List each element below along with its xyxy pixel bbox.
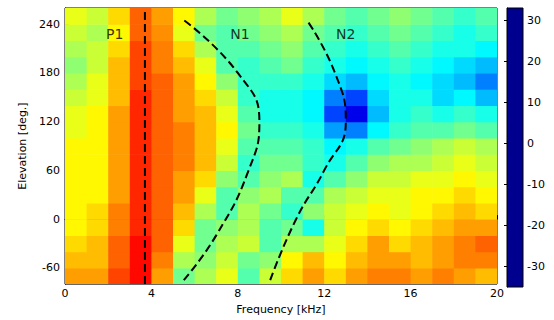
svg-text:30: 30: [527, 14, 541, 27]
svg-text:-10: -10: [527, 178, 545, 191]
svg-text:120: 120: [39, 115, 60, 128]
svg-text:0: 0: [527, 137, 534, 150]
svg-text:Elevation [deg.]: Elevation [deg.]: [16, 102, 29, 189]
svg-text:N2: N2: [336, 26, 355, 42]
svg-text:20: 20: [490, 287, 504, 300]
svg-text:12: 12: [317, 287, 331, 300]
svg-text:-60: -60: [42, 261, 60, 274]
svg-text:-30: -30: [527, 260, 545, 273]
svg-text:8: 8: [234, 287, 241, 300]
svg-text:0: 0: [62, 287, 69, 300]
svg-text:N1: N1: [230, 26, 249, 42]
svg-text:Frequency [kHz]: Frequency [kHz]: [236, 303, 325, 316]
svg-text:180: 180: [39, 66, 60, 79]
svg-text:4: 4: [148, 287, 155, 300]
svg-text:240: 240: [39, 18, 60, 31]
svg-text:20: 20: [527, 55, 541, 68]
svg-text:60: 60: [46, 164, 60, 177]
svg-text:10: 10: [527, 96, 541, 109]
svg-text:0: 0: [53, 213, 60, 226]
svg-text:-20: -20: [527, 219, 545, 232]
svg-text:16: 16: [404, 287, 418, 300]
svg-text:P1: P1: [106, 26, 123, 42]
